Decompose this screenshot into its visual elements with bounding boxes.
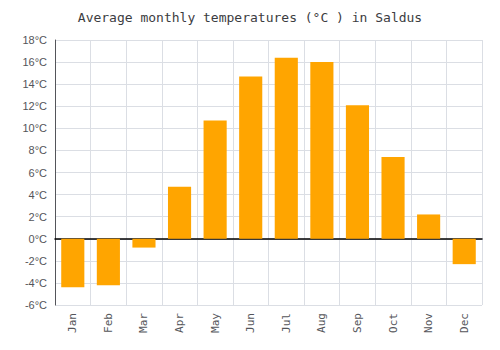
svg-text:-4°C: -4°C (25, 277, 47, 289)
svg-text:Dec: Dec (458, 313, 471, 333)
svg-text:8°C: 8°C (29, 144, 48, 156)
svg-text:16°C: 16°C (22, 56, 47, 68)
svg-text:Mar: Mar (137, 313, 150, 333)
svg-text:Average monthly temperatures (: Average monthly temperatures (°C ) in Sa… (78, 10, 422, 25)
svg-text:Jul: Jul (280, 313, 293, 333)
svg-text:-6°C: -6°C (25, 299, 47, 311)
svg-text:Feb: Feb (102, 313, 115, 333)
svg-text:Sep: Sep (351, 313, 364, 333)
svg-text:0°C: 0°C (29, 233, 48, 245)
svg-text:-2°C: -2°C (25, 255, 47, 267)
svg-text:10°C: 10°C (22, 122, 47, 134)
svg-text:Aug: Aug (315, 313, 328, 333)
svg-text:14°C: 14°C (22, 78, 47, 90)
svg-text:Oct: Oct (387, 313, 400, 333)
svg-text:Jun: Jun (244, 313, 257, 333)
svg-text:6°C: 6°C (29, 167, 48, 179)
svg-text:Nov: Nov (422, 313, 435, 333)
svg-text:May: May (209, 313, 222, 333)
svg-text:12°C: 12°C (22, 100, 47, 112)
svg-text:Apr: Apr (173, 313, 186, 333)
svg-text:Jan: Jan (66, 313, 79, 333)
svg-text:18°C: 18°C (22, 34, 47, 46)
svg-text:2°C: 2°C (29, 211, 48, 223)
svg-text:4°C: 4°C (29, 189, 48, 201)
